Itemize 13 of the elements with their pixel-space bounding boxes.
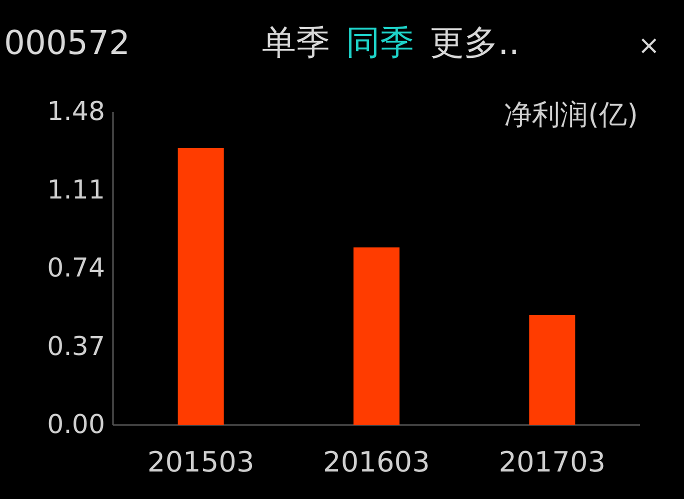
header: 000572 单季 同季 更多.. ×	[4, 23, 660, 63]
x-tick-label: 201503	[147, 446, 254, 478]
y-tick-label: 0.00	[47, 410, 105, 440]
y-tick-label: 0.74	[47, 254, 105, 284]
x-tick-label: 201703	[498, 446, 606, 478]
y-tick-label: 0.37	[47, 332, 105, 362]
y-tick-label: 1.48	[47, 97, 105, 127]
y-axis-title: 净利润(亿)	[504, 98, 638, 131]
bar	[529, 315, 576, 425]
y-tick-label: 1.11	[47, 175, 105, 206]
x-tick-label: 201603	[323, 446, 430, 478]
bar	[354, 247, 400, 425]
bar	[178, 148, 224, 425]
